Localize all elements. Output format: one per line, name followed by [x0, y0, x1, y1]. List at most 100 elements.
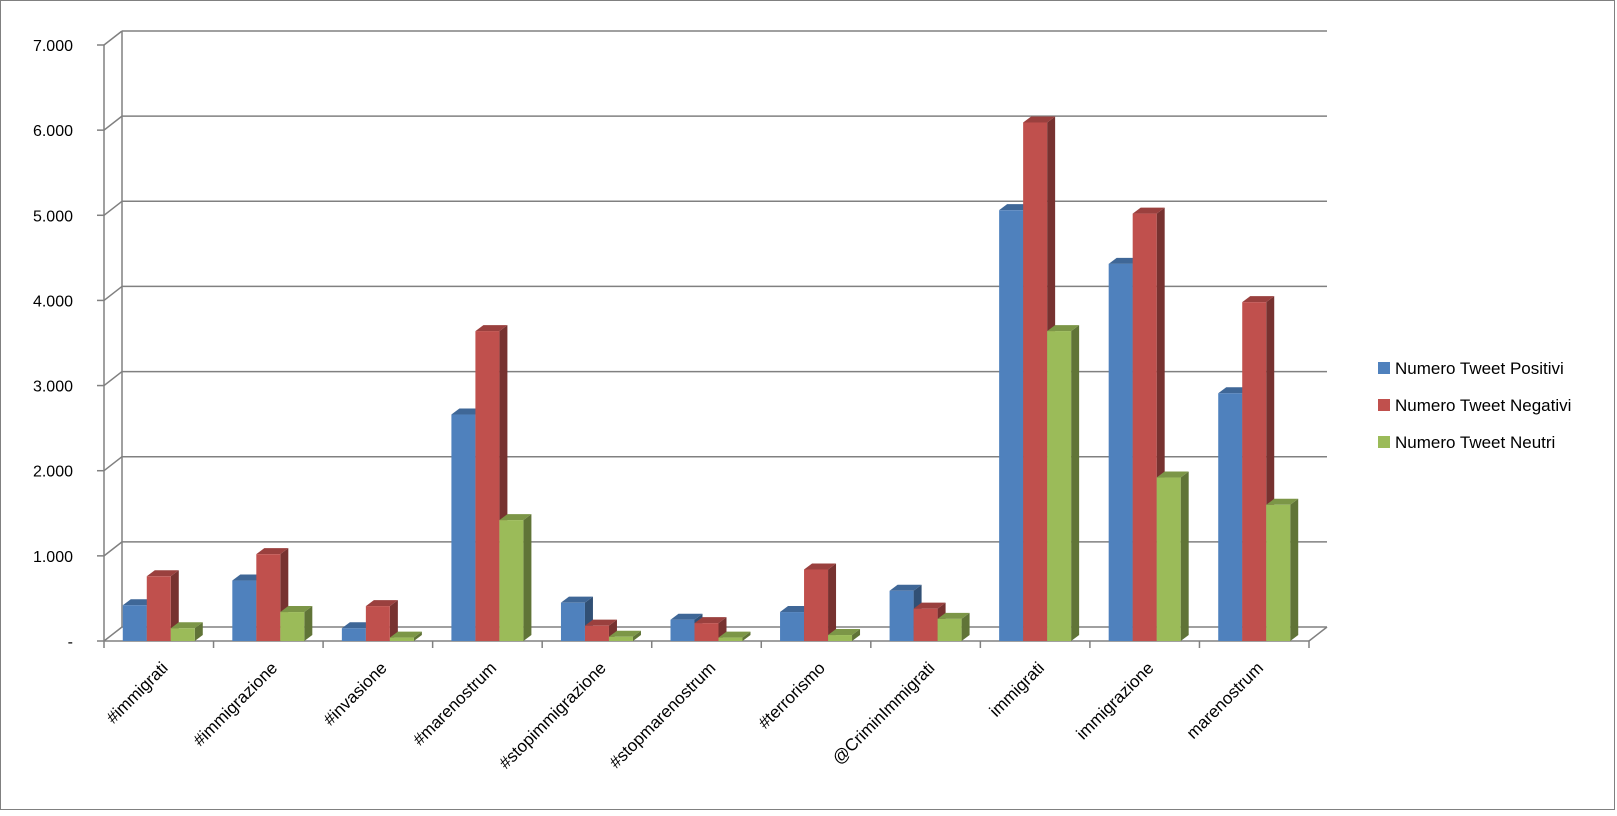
bar-top	[475, 325, 508, 332]
bar-top	[365, 600, 398, 607]
bar-side	[852, 629, 861, 641]
floor-edge	[1308, 626, 1328, 642]
bar-top	[1266, 498, 1299, 505]
x-tick-label: #stopmarenostrum	[606, 658, 720, 772]
bar-front	[889, 590, 914, 641]
bar-front	[780, 612, 805, 641]
bar-front	[1023, 122, 1048, 642]
bar-front	[170, 628, 195, 641]
bar-front	[280, 612, 305, 641]
gridline-side	[103, 200, 123, 216]
bar	[913, 602, 946, 641]
bar-side	[413, 631, 422, 641]
bar-side	[523, 514, 532, 641]
bar-front	[560, 602, 585, 641]
gridline-side	[103, 30, 123, 46]
gridline-side	[103, 541, 123, 557]
y-tick-label: 6.000	[33, 123, 73, 140]
bar-top	[804, 563, 837, 570]
bar-top	[670, 613, 703, 620]
bar-top	[694, 617, 727, 624]
bar-top	[1047, 325, 1080, 332]
y-tick-label: -	[68, 634, 73, 651]
bar-front	[1156, 477, 1181, 641]
bar-front	[365, 606, 390, 641]
bar-front	[451, 414, 476, 641]
bar-front	[804, 569, 829, 641]
bar-top	[1242, 296, 1275, 303]
legend-label: Numero Tweet Negativi	[1395, 396, 1571, 415]
bar	[1266, 498, 1299, 641]
bar-front	[256, 554, 281, 641]
x-tick-label: marenostrum	[1183, 658, 1267, 742]
bar-side	[1290, 498, 1299, 641]
bar-top	[828, 629, 861, 636]
bar	[389, 631, 422, 641]
legend-item: Numero Tweet Negativi	[1378, 396, 1571, 415]
bar-front	[1132, 213, 1157, 641]
bar-side	[961, 612, 970, 641]
bar-front	[913, 608, 938, 641]
bar-front	[1242, 302, 1267, 641]
legend-label: Numero Tweet Neutri	[1395, 433, 1555, 452]
bar-top	[389, 631, 422, 638]
bar-front	[389, 637, 414, 641]
bar-top	[937, 612, 970, 619]
x-tick-label: immigrazione	[1073, 658, 1158, 743]
bar-side	[828, 563, 837, 641]
gridline-side	[103, 626, 123, 642]
bar-front	[232, 580, 257, 641]
bar-top	[608, 630, 641, 637]
bar-front	[499, 520, 524, 641]
bar-top	[1156, 471, 1189, 478]
x-axis: #immigrati #immigrazione #invasione #mareno…	[103, 641, 1310, 773]
legend-item: Numero Tweet Neutri	[1378, 433, 1555, 452]
bar	[170, 622, 203, 641]
bar-front	[1218, 393, 1243, 641]
bar-side	[170, 570, 179, 641]
gridline-side	[103, 370, 123, 387]
x-tick-label: @CriminImmigrati	[829, 658, 939, 768]
bar-top	[499, 514, 532, 521]
bar-side	[389, 600, 398, 641]
bar	[280, 606, 313, 641]
bar	[804, 563, 837, 641]
bar	[1242, 296, 1275, 641]
bar-top	[584, 619, 617, 626]
y-tick-label: 7.000	[33, 38, 73, 55]
legend-swatch	[1378, 399, 1390, 411]
bar-front	[1266, 504, 1291, 641]
y-axis: - 1.000 2.000 3.000 4.000 5.000 6.000 7.000	[33, 38, 73, 651]
bar	[694, 617, 727, 641]
x-tick-label: #marenostrum	[409, 658, 500, 749]
bar-side	[632, 630, 641, 641]
bar-top	[1023, 116, 1056, 123]
x-tick-label: #immigrati	[103, 658, 172, 727]
gridline-side	[103, 115, 123, 131]
y-tick-label: 2.000	[33, 464, 73, 481]
x-tick-label: #immigrazione	[190, 658, 282, 750]
bar-top	[718, 631, 751, 638]
bar	[828, 629, 861, 641]
y-tick-label: 5.000	[33, 208, 73, 225]
bar-side	[742, 631, 751, 641]
bar-front	[999, 210, 1024, 642]
bar-front	[718, 637, 743, 641]
bar-front	[1108, 263, 1133, 641]
bar	[365, 600, 398, 641]
x-tick-label: #terrorismo	[755, 658, 829, 732]
bar-top	[256, 548, 289, 555]
bar	[1047, 325, 1080, 641]
bar-front	[341, 628, 366, 641]
y-tick-label: 4.000	[33, 293, 73, 310]
bars	[122, 116, 1299, 642]
y-tick-label: 3.000	[33, 379, 73, 396]
bar-front	[1047, 331, 1072, 641]
bar-front	[608, 636, 633, 641]
bar-front	[828, 635, 853, 641]
bar-front	[122, 605, 147, 641]
bar-top	[146, 570, 179, 577]
bar-top	[1132, 207, 1165, 214]
bar-side	[1180, 471, 1189, 641]
